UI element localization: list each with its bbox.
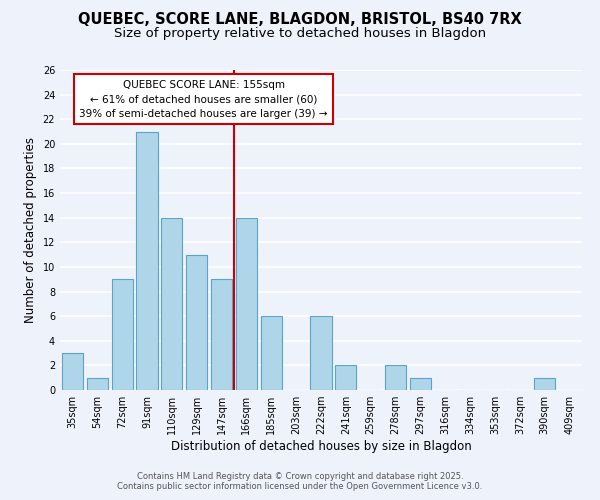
Bar [112, 279, 133, 390]
Bar [87, 378, 108, 390]
Text: QUEBEC SCORE LANE: 155sqm
← 61% of detached houses are smaller (60)
39% of semi-: QUEBEC SCORE LANE: 155sqm ← 61% of detac… [79, 80, 328, 119]
Bar [310, 316, 332, 390]
Bar [335, 366, 356, 390]
Bar [211, 279, 232, 390]
X-axis label: Distribution of detached houses by size in Blagdon: Distribution of detached houses by size … [170, 440, 472, 453]
Bar [161, 218, 182, 390]
Bar [236, 218, 257, 390]
Bar [534, 378, 555, 390]
Text: Contains public sector information licensed under the Open Government Licence v3: Contains public sector information licen… [118, 482, 482, 491]
Text: Contains HM Land Registry data © Crown copyright and database right 2025.: Contains HM Land Registry data © Crown c… [137, 472, 463, 481]
Bar [261, 316, 282, 390]
Y-axis label: Number of detached properties: Number of detached properties [24, 137, 37, 323]
Text: QUEBEC, SCORE LANE, BLAGDON, BRISTOL, BS40 7RX: QUEBEC, SCORE LANE, BLAGDON, BRISTOL, BS… [78, 12, 522, 28]
Bar [410, 378, 431, 390]
Bar [186, 254, 207, 390]
Bar [385, 366, 406, 390]
Bar [62, 353, 83, 390]
Text: Size of property relative to detached houses in Blagdon: Size of property relative to detached ho… [114, 28, 486, 40]
Bar [136, 132, 158, 390]
